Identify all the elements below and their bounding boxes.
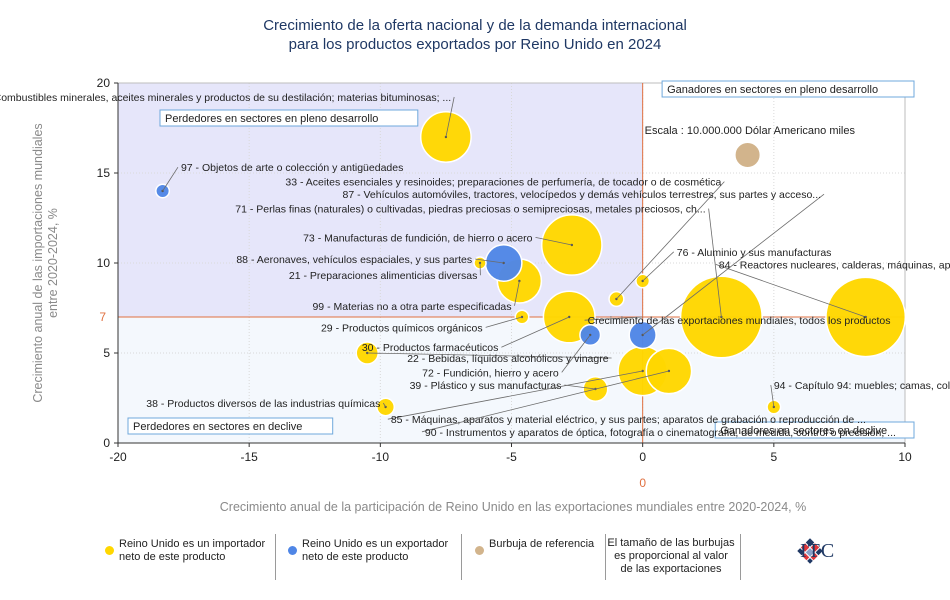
leader-line [382, 402, 386, 408]
x-tick-label: -10 [372, 450, 390, 464]
bubble-label: 84 - Reactores nucleares, calderas, máqu… [719, 259, 950, 271]
quadrant-label-bottom-right-box [714, 421, 915, 439]
reference-y-label: 7 [99, 310, 106, 324]
leader-line [475, 258, 504, 264]
bubble-label: 30 - Productos farmacéuticos [362, 342, 499, 354]
legend-separator [605, 534, 606, 580]
bubble-label: 88 - Aeronaves, vehículos espaciales, y … [236, 254, 472, 266]
leader-line [561, 334, 591, 373]
quadrant-label-top-right: Ganadores en sectores en pleno desarroll… [667, 84, 878, 96]
leader-line [642, 193, 825, 336]
reference-x-label: 0 [639, 476, 646, 490]
legend-importer-line-1: Reino Unido es un importador [119, 538, 266, 550]
legend-separator [740, 534, 741, 580]
legend: Reino Unido es un importador neto de est… [95, 532, 855, 584]
legend-item-reference: Burbuja de referencia [475, 532, 605, 582]
legend-item-exporter: Reino Unido es un exportador neto de est… [288, 532, 463, 582]
legend-item-size: El tamaño de las burbujas es proporciona… [607, 532, 735, 582]
bubble-label: 22 - Bebidas, líquidos alcohólicos y vin… [407, 353, 609, 365]
legend-separator [461, 534, 462, 580]
quadrant-label-top-left-box [159, 109, 419, 127]
legend-exporter-marker [288, 546, 297, 555]
x-tick-label: -5 [506, 450, 517, 464]
x-tick-label: 5 [770, 450, 777, 464]
legend-exporter-line-2: neto de este producto [302, 551, 409, 563]
leader-line [421, 370, 669, 433]
bubble-label: 72 - Fundición, hierro y acero [422, 367, 559, 379]
y-tick-label: 20 [97, 76, 111, 90]
leader-line [584, 316, 643, 321]
leader-line [367, 352, 612, 359]
leader-line [708, 208, 722, 318]
quadrant-label-bottom-right: Ganadores en sectores en declive [720, 425, 887, 437]
quadrant-label-top-right-box [661, 80, 915, 98]
leader-line [715, 264, 866, 318]
legend-reference-marker [475, 546, 484, 555]
y-tick-label: 0 [103, 436, 110, 450]
bubble-chart: -20 -15 -10 -5 0 5 10 0 5 10 15 20 7 0 Crecimiento anu… [0, 76, 950, 514]
bubble-label: 94 - Capítulo 94: muebles; camas, colcho… [774, 380, 950, 392]
legend-size-line-1: El tamaño de las burbujas [607, 537, 735, 549]
itc-logo-text: ITC [800, 540, 836, 562]
legend-separator [275, 534, 276, 580]
legend-size-line-3: de las exportaciones [620, 563, 722, 575]
bubble-label: 27 - Combustibles minerales, aceites min… [0, 92, 451, 104]
leader-line [642, 251, 675, 282]
bubble-label: 87 - Vehículos automóviles, tractores, v… [342, 189, 821, 201]
bubble-label: 85 - Máquinas, aparatos y material eléct… [391, 414, 866, 426]
x-tick-label: 10 [898, 450, 912, 464]
bubble-label: 39 - Plástico y sus manufacturas [410, 380, 562, 392]
itc-logo-icon [797, 538, 823, 564]
legend-reference-label: Burbuja de referencia [489, 538, 595, 550]
leader-line [387, 370, 643, 420]
bubble-label: 99 - Materias no a otra parte especifica… [312, 301, 511, 313]
y-tick-label: 5 [103, 346, 110, 360]
x-axis-title: Crecimiento anual de la participación de… [220, 500, 806, 514]
legend-item-importer: Reino Unido es un importador neto de est… [105, 532, 280, 582]
legend-importer-marker [105, 546, 114, 555]
y-axis-title: Crecimiento anual de las importaciones m… [31, 123, 60, 402]
scale-label: Escala : 10.000.000 Dólar Americano mile… [645, 125, 856, 137]
leader-line [162, 166, 179, 192]
bubble-label: Crecimiento de las exportaciones mundial… [588, 315, 891, 327]
bubble-center [444, 135, 448, 139]
legend-exporter-line-1: Reino Unido es un exportador [302, 538, 449, 550]
quadrant-label-bottom-left: Perdedores en sectores en declive [133, 421, 302, 433]
bubble-label: 38 - Productos diversos de las industria… [146, 398, 380, 410]
chart-title-line-1: Crecimiento de la oferta nacional y de l… [263, 17, 687, 34]
quadrant-label-bottom-left-box [127, 417, 334, 435]
bubble-label: 73 - Manufacturas de fundición, de hierr… [303, 232, 533, 244]
leader-line [445, 96, 455, 138]
y-tick-label: 15 [97, 166, 111, 180]
chart-title-line-2: para los productos exportados por Reino … [288, 36, 662, 53]
leader-line [514, 280, 520, 306]
x-tick-label: 0 [639, 450, 646, 464]
leader-line [564, 384, 596, 390]
leader-line [616, 181, 725, 300]
legend-size-line-2: es proporcional al valor [614, 550, 728, 562]
quadrant-label-top-left: Perdedores en sectores en pleno desarrol… [165, 113, 378, 125]
leader-line [485, 316, 523, 328]
leader-line [535, 237, 572, 246]
legend-importer-line-2: neto de este producto [119, 551, 226, 563]
x-tick-label: -20 [109, 450, 127, 464]
x-tick-label: -15 [240, 450, 258, 464]
bubble-label: 33 - Aceites esenciales y resinoides; pr… [285, 177, 721, 189]
bubble-label: 76 - Aluminio y sus manufacturas [677, 247, 832, 259]
bubble-label: 21 - Preparaciones alimenticias diversas [289, 270, 478, 282]
bubble-label: 29 - Productos químicos orgánicos [321, 322, 483, 334]
bubble-label: 71 - Perlas finas (naturales) o cultivad… [235, 204, 705, 216]
leader-line [770, 384, 775, 408]
leader-line [501, 316, 570, 348]
reference-bubble [734, 142, 761, 168]
chart-title: Crecimiento de la oferta nacional y de l… [0, 16, 950, 54]
bubble-label: 90 - Instrumentos y aparatos de óptica, … [425, 427, 896, 439]
y-tick-label: 10 [97, 256, 111, 270]
bubble-label: 97 - Objetos de arte o colección y antig… [181, 162, 403, 174]
bubble-center [478, 261, 482, 265]
